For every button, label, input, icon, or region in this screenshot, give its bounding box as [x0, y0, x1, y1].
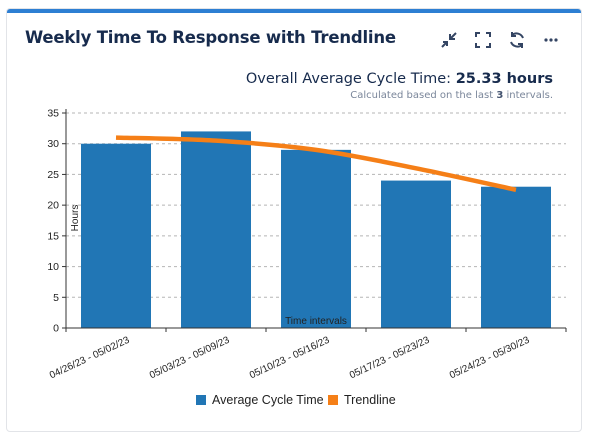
widget-title: Weekly Time To Response with Trendline — [25, 28, 396, 47]
trendline[interactable] — [115, 135, 517, 192]
more-icon[interactable] — [541, 30, 561, 50]
trend-layer — [115, 135, 517, 192]
widget-toolbar — [439, 30, 561, 50]
y-tick-label: 30 — [47, 138, 59, 150]
x-tick-label: 05/10/23 - 05/16/23 — [248, 335, 332, 382]
bar[interactable] — [181, 131, 251, 328]
summary-value: 25.33 hours — [455, 71, 553, 87]
fullscreen-icon[interactable] — [473, 30, 493, 50]
bar[interactable] — [381, 180, 451, 328]
bar[interactable] — [81, 143, 151, 328]
x-tick-label: 05/24/23 - 05/30/23 — [448, 335, 532, 382]
collapse-icon[interactable] — [439, 30, 459, 50]
legend-label: Average Cycle Time — [212, 393, 324, 407]
summary-label: Overall Average Cycle Time: — [245, 71, 452, 87]
x-tick-label: 05/17/23 - 05/23/23 — [348, 335, 432, 382]
bar[interactable] — [281, 149, 351, 328]
y-tick-label: 5 — [53, 292, 59, 304]
summary-note: Calculated based on the last 3 intervals… — [246, 90, 553, 101]
summary-note-suffix: intervals. — [506, 90, 553, 101]
y-tick-label: 35 — [47, 108, 59, 120]
x-tick-label: 05/03/23 - 05/09/23 — [148, 335, 232, 382]
y-tick-label: 15 — [47, 230, 59, 242]
y-tick-label: 0 — [53, 323, 59, 335]
label-layer: Hours Time intervals — [70, 205, 347, 327]
y-axis-title: Hours — [70, 205, 81, 232]
legend-label: Trendline — [344, 393, 396, 407]
summary-panel: Overall Average Cycle Time: 25.33 hours … — [246, 71, 553, 101]
legend-swatch — [328, 395, 338, 405]
legend-layer: Average Cycle Time Trendline — [196, 393, 396, 407]
y-tick-label: 10 — [47, 261, 59, 273]
summary-note-count: 3 — [496, 90, 504, 101]
bar-layer — [81, 131, 551, 328]
card-accent-bar — [7, 9, 581, 13]
x-axis-title: Time intervals — [285, 316, 347, 327]
summary-note-prefix: Calculated based on the last — [350, 90, 494, 101]
refresh-icon[interactable] — [507, 30, 527, 50]
bar[interactable] — [481, 186, 551, 328]
x-tick-label: 04/26/23 - 05/02/23 — [48, 335, 132, 382]
legend-swatch — [196, 395, 206, 405]
y-tick-label: 20 — [47, 200, 59, 212]
y-tick-label: 25 — [47, 169, 59, 181]
summary-line: Overall Average Cycle Time: 25.33 hours — [246, 71, 553, 87]
